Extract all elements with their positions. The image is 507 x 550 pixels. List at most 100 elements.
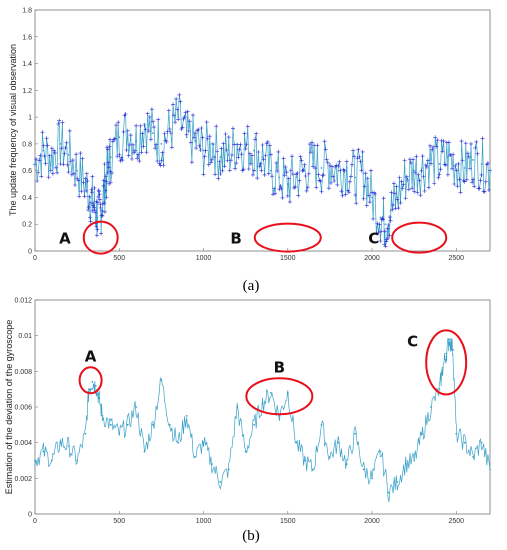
data-point — [261, 156, 264, 159]
data-marker — [154, 142, 159, 147]
data-marker — [46, 175, 51, 180]
data-marker — [161, 163, 166, 168]
data-point — [379, 216, 382, 219]
data-marker — [65, 162, 70, 167]
data-point — [303, 459, 306, 462]
data-marker — [145, 111, 150, 116]
data-marker — [208, 160, 213, 165]
data-point — [244, 450, 247, 453]
data-marker — [343, 192, 348, 197]
data-marker — [180, 125, 185, 130]
data-point — [118, 432, 121, 435]
data-marker — [162, 131, 167, 136]
data-marker — [430, 147, 435, 152]
data-marker — [337, 159, 342, 164]
data-marker — [134, 123, 139, 128]
data-marker — [58, 162, 63, 166]
data-marker — [441, 139, 446, 144]
data-point — [89, 196, 92, 199]
data-marker — [382, 229, 387, 234]
data-marker — [86, 208, 91, 212]
data-marker — [284, 170, 289, 175]
data-marker — [469, 141, 473, 146]
data-marker — [247, 151, 252, 156]
data-marker — [401, 182, 406, 187]
data-point — [354, 432, 357, 435]
data-marker — [304, 188, 309, 193]
data-marker — [274, 161, 279, 165]
data-marker — [242, 131, 247, 136]
data-marker — [379, 229, 384, 234]
data-marker — [201, 172, 206, 177]
data-marker — [397, 175, 402, 180]
data-series-a — [33, 92, 492, 249]
data-marker — [367, 200, 372, 205]
data-marker — [102, 162, 107, 166]
data-marker — [268, 152, 273, 157]
y-axis-label-a: The update frequency of visual observati… — [8, 44, 18, 216]
data-marker — [146, 129, 151, 134]
x-tick-label: 1500 — [280, 518, 296, 525]
data-marker — [99, 213, 104, 218]
data-marker — [317, 178, 322, 183]
data-marker — [100, 213, 105, 218]
data-marker — [270, 174, 274, 179]
data-marker — [159, 158, 164, 163]
data-marker — [251, 172, 255, 177]
data-point — [106, 169, 109, 172]
data-marker — [223, 132, 228, 136]
data-marker — [277, 187, 282, 192]
data-marker — [286, 176, 291, 181]
data-marker — [308, 150, 313, 155]
plot-area-a — [34, 9, 491, 252]
data-marker — [39, 174, 44, 179]
data-marker — [381, 196, 386, 201]
data-marker — [233, 166, 238, 171]
data-marker — [88, 219, 93, 224]
data-marker — [70, 158, 75, 163]
data-marker — [221, 141, 226, 146]
data-point — [194, 456, 196, 458]
data-marker — [99, 231, 104, 236]
data-marker — [140, 131, 145, 136]
data-marker — [324, 157, 329, 162]
data-point — [329, 456, 331, 458]
data-series-b — [34, 337, 491, 503]
data-marker — [244, 142, 249, 147]
data-marker — [305, 185, 310, 190]
data-marker — [279, 186, 284, 191]
data-marker — [465, 151, 470, 156]
data-marker — [378, 239, 383, 243]
data-marker — [434, 144, 439, 149]
data-marker — [49, 146, 54, 151]
data-marker — [391, 181, 396, 186]
data-point — [227, 153, 230, 156]
data-marker — [85, 179, 90, 183]
data-marker — [86, 205, 91, 210]
data-point — [202, 441, 205, 444]
data-marker — [42, 154, 47, 159]
data-point — [59, 441, 62, 444]
data-point — [101, 415, 104, 417]
data-marker — [387, 215, 392, 220]
annotation-ellipse — [78, 366, 103, 395]
y-tick-label: 0.4 — [22, 195, 32, 202]
data-marker — [50, 171, 55, 176]
data-marker — [479, 172, 484, 177]
y-axis-label-b: Estimation of the deviation of the gyros… — [4, 320, 14, 495]
data-marker — [72, 171, 76, 176]
data-point — [160, 142, 163, 145]
data-point — [472, 456, 475, 458]
data-marker — [94, 224, 99, 229]
data-marker — [224, 148, 229, 152]
data-marker — [147, 115, 152, 119]
x-tick-label: 1000 — [196, 518, 212, 525]
data-marker — [103, 174, 108, 179]
data-point — [362, 172, 365, 175]
data-point — [135, 140, 138, 143]
annotation-label: C — [407, 332, 418, 350]
data-marker — [185, 109, 190, 114]
data-point — [185, 136, 188, 139]
data-marker — [117, 152, 122, 157]
data-marker — [178, 99, 183, 104]
